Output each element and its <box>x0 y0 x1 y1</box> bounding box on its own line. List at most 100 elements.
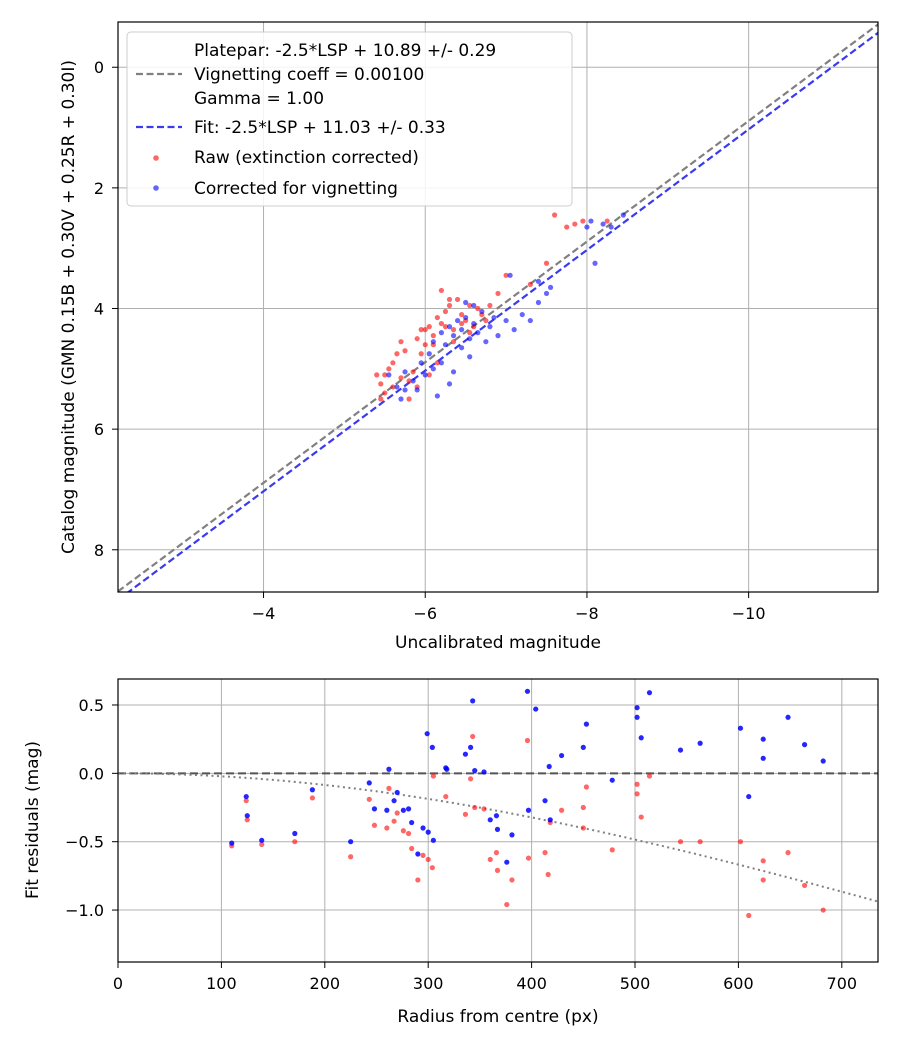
raw-residual-point <box>292 839 298 845</box>
bottom-x-tick-label: 200 <box>310 974 341 993</box>
raw-data-point <box>446 296 453 303</box>
raw-data-point <box>495 290 501 297</box>
bottom-y-tick-label: 0.0 <box>79 764 104 783</box>
raw-residual-point <box>583 784 590 790</box>
corrected-data-point <box>463 299 469 306</box>
corrected-data-point <box>438 330 445 336</box>
raw-data-point <box>442 324 449 330</box>
corrected-residual-point <box>386 766 392 772</box>
corrected-residual-point <box>391 798 397 804</box>
corrected-residual-point <box>444 766 450 772</box>
raw-data-point <box>418 327 424 333</box>
raw-data-point <box>564 224 570 230</box>
raw-data-point <box>487 302 493 309</box>
raw-data-point <box>394 351 400 357</box>
raw-data-point <box>418 351 424 357</box>
raw-residual-point <box>443 793 449 800</box>
raw-residual-point <box>400 828 406 834</box>
top-y-tick-label: 8 <box>94 541 104 560</box>
raw-data-point <box>422 327 428 333</box>
corrected-residual-point <box>259 837 265 843</box>
corrected-data-point <box>430 366 436 372</box>
raw-residual-point <box>820 907 826 913</box>
corrected-residual-point <box>384 807 390 813</box>
raw-data-point <box>604 218 610 224</box>
corrected-residual-point <box>546 763 552 770</box>
raw-data-point <box>467 302 473 309</box>
corrected-data-point <box>394 384 400 390</box>
corrected-residual-point <box>524 688 531 694</box>
corrected-residual-point <box>309 787 315 793</box>
corrected-residual-point <box>547 817 553 823</box>
corrected-data-point <box>471 302 477 309</box>
raw-data-point <box>410 369 416 375</box>
corrected-residual-point <box>509 832 515 838</box>
corrected-data-point <box>479 308 485 315</box>
legend-gamma-label: Gamma = 1.00 <box>194 89 324 109</box>
raw-residual-point <box>737 839 744 845</box>
top-y-tick-label: 4 <box>94 300 104 319</box>
raw-residual-point <box>677 839 684 845</box>
raw-residual-point <box>420 852 426 858</box>
raw-residual-point <box>524 737 531 744</box>
corrected-residual-point <box>394 789 400 796</box>
corrected-data-point <box>463 314 469 321</box>
raw-data-point <box>414 336 420 342</box>
corrected-data-point <box>402 387 408 393</box>
corrected-data-point <box>398 396 404 402</box>
corrected-data-point <box>467 354 473 360</box>
top-x-tick-label: −6 <box>413 604 437 623</box>
corrected-residual-point <box>424 731 430 737</box>
raw-data-point <box>527 281 533 287</box>
residuals-scatter-chart: 0 100 200 300 400 500 600 700 0.5 0.0 −0.5 −1.0 Rad… <box>23 678 879 1027</box>
raw-residual-point <box>391 818 397 824</box>
corrected-data-point <box>535 278 542 284</box>
corrected-data-point <box>454 317 461 324</box>
raw-data-point <box>551 212 558 218</box>
legend-vignetting-coeff-label: Vignetting coeff = 0.00100 <box>194 65 424 85</box>
raw-data-point <box>390 384 396 390</box>
raw-residual-point <box>558 807 565 813</box>
corrected-residual-point <box>634 714 640 720</box>
raw-residual-point <box>760 877 766 883</box>
raw-residual-point <box>348 854 354 860</box>
bottom-reference-lines <box>118 772 878 903</box>
raw-residual-point <box>487 856 493 863</box>
corrected-data-point <box>483 339 489 345</box>
top-x-axis-label: Uncalibrated magnitude <box>395 633 601 653</box>
legend-raw-label: Raw (extinction corrected) <box>194 148 419 168</box>
corrected-residual-point <box>504 859 510 865</box>
raw-residual-point <box>542 850 548 856</box>
corrected-data-point <box>410 378 416 384</box>
corrected-residual-point <box>420 825 426 831</box>
legend-platepar-label: Platepar: -2.5*LSP + 10.89 +/- 0.29 <box>194 41 496 61</box>
top-y-tick-label: 0 <box>94 58 104 77</box>
corrected-residual-point <box>425 829 431 835</box>
bottom-axis-ticks: 0 100 200 300 400 500 600 700 0.5 0.0 −0.5 −1.0 <box>65 696 857 993</box>
raw-data-point <box>426 372 432 378</box>
raw-residual-point <box>462 811 469 817</box>
platepar-fit-line <box>118 23 878 592</box>
raw-data-point <box>434 360 440 366</box>
corrected-residual-point <box>430 837 436 843</box>
raw-data-point <box>438 287 445 294</box>
bottom-y-tick-label: −0.5 <box>65 833 104 852</box>
corrected-residual-point <box>494 826 501 832</box>
top-x-tick-label: −8 <box>575 604 599 623</box>
corrected-data-point <box>459 327 465 333</box>
corrected-data-point <box>620 212 626 218</box>
corrected-data-point <box>459 345 465 351</box>
corrected-data-point <box>535 299 542 306</box>
corrected-residual-point <box>558 752 565 759</box>
corrected-data-point <box>402 369 408 375</box>
raw-residual-point <box>244 817 250 823</box>
raw-residual-point <box>472 804 478 811</box>
corrected-residual-point <box>366 780 372 786</box>
legend-box <box>126 31 573 207</box>
raw-data-point <box>434 314 440 321</box>
raw-residual-point <box>394 810 400 816</box>
raw-data-point <box>378 396 384 402</box>
corrected-residual-point <box>638 735 644 741</box>
raw-data-point <box>390 360 396 366</box>
corrected-residual-point <box>820 758 826 764</box>
